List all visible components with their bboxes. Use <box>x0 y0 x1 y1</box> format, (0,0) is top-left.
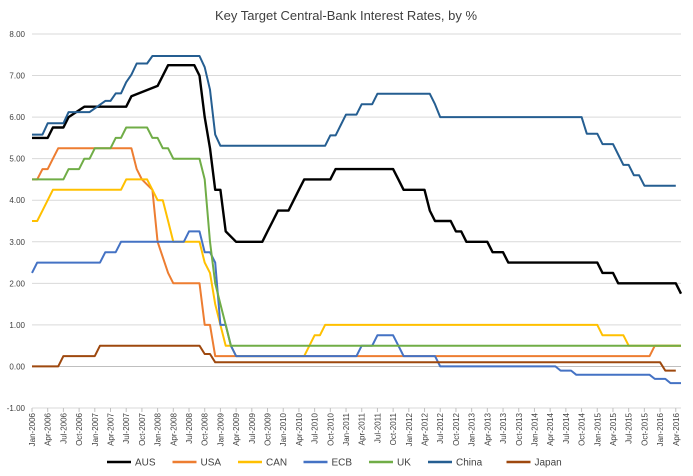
y-tick-label: -1.00 <box>7 404 26 413</box>
x-tick-label: Jul-2008 <box>185 412 194 443</box>
y-tick-label: 2.00 <box>9 279 25 288</box>
x-tick-label: Apr-2011 <box>358 412 367 445</box>
legend: AUS USA CAN ECB UK China Japan <box>107 458 562 469</box>
legend-label-uk: UK <box>397 458 411 469</box>
series-lines <box>31 55 683 385</box>
x-tick-label: Jan-2010 <box>279 412 288 446</box>
x-tick-label: Oct-2014 <box>578 412 587 445</box>
y-tick-label: 6.00 <box>9 113 25 122</box>
x-tick-label: Jul-2011 <box>373 412 382 443</box>
x-tick-label: Jan-2012 <box>405 412 414 446</box>
legend-label-can: CAN <box>266 458 287 469</box>
series-line-uk <box>32 126 681 347</box>
x-tick-label: Jan-2008 <box>154 412 163 446</box>
x-tick-label: Oct-2015 <box>640 412 649 445</box>
series-line-can <box>32 178 681 358</box>
x-tick-label: Jan-2009 <box>216 412 225 446</box>
x-tick-label: Oct-2012 <box>452 412 461 445</box>
x-tick-label: Apr-2008 <box>169 412 178 445</box>
x-tick-label: Apr-2016 <box>672 412 681 445</box>
x-tick-label: Jul-2013 <box>499 412 508 443</box>
legend-label-china: China <box>456 458 483 469</box>
series-line-ecb <box>31 230 681 385</box>
series-line-aus <box>32 64 683 295</box>
y-tick-label: 5.00 <box>9 155 25 164</box>
x-tick-label: Jul-2014 <box>562 412 571 443</box>
gridlines <box>31 33 681 412</box>
x-tick-label: Apr-2009 <box>232 412 241 445</box>
x-tick-label: Apr-2014 <box>546 412 555 445</box>
x-tick-label: Jan-2016 <box>656 412 665 446</box>
y-axis-tick-labels: -1.00 0.00 1.00 2.00 3.00 4.00 5.00 6.00 7.00 8.0… <box>7 30 26 413</box>
x-tick-label: Jul-2012 <box>436 412 445 443</box>
x-tick-label: Oct-2010 <box>326 412 335 445</box>
x-tick-label: Jul-2010 <box>311 412 320 443</box>
x-tick-label: Apr-2010 <box>295 412 304 445</box>
x-tick-label: Jan-2015 <box>593 412 602 446</box>
x-tick-label: Oct-2006 <box>75 412 84 445</box>
legend-label-aus: AUS <box>135 458 156 469</box>
x-tick-label: Oct-2011 <box>389 412 398 445</box>
x-tick-label: Jul-2015 <box>625 412 634 443</box>
chart-title: Key Target Central-Bank Interest Rates, … <box>215 8 477 23</box>
x-tick-label: Jan-2011 <box>342 412 351 445</box>
x-tick-label: Oct-2008 <box>201 412 210 445</box>
x-tick-label: Oct-2007 <box>138 412 147 445</box>
y-tick-label: 1.00 <box>9 321 25 330</box>
x-tick-label: Jul-2007 <box>122 412 131 443</box>
x-tick-label: Jan-2006 <box>28 412 37 446</box>
series-line-china <box>32 55 676 187</box>
x-tick-label: Apr-2015 <box>609 412 618 445</box>
x-tick-label: Apr-2006 <box>44 412 53 445</box>
x-tick-label: Oct-2009 <box>264 412 273 445</box>
x-axis-tick-labels: Jan-2006 Apr-2006 Jul-2006 Oct-2006 Jan-2007… <box>28 412 681 446</box>
y-tick-label: 0.00 <box>9 362 25 371</box>
y-tick-label: 4.00 <box>9 196 25 205</box>
x-tick-label: Jan-2007 <box>91 412 100 446</box>
x-tick-label: Jan-2013 <box>468 412 477 446</box>
x-tick-label: Oct-2013 <box>515 412 524 445</box>
x-tick-label: Jul-2009 <box>248 412 257 443</box>
x-tick-label: Apr-2012 <box>421 412 430 445</box>
y-tick-label: 8.00 <box>9 30 25 39</box>
legend-label-usa: USA <box>201 458 222 469</box>
y-tick-label: 7.00 <box>9 72 25 81</box>
legend-label-ecb: ECB <box>332 458 353 469</box>
series-line-japan <box>32 344 676 372</box>
legend-label-japan: Japan <box>535 458 562 469</box>
x-tick-label: Jan-2014 <box>530 412 539 446</box>
x-tick-label: Apr-2007 <box>107 412 116 445</box>
y-tick-label: 3.00 <box>9 238 25 247</box>
x-tick-label: Jul-2006 <box>59 412 68 443</box>
series-line-usa <box>32 147 681 358</box>
x-tick-label: Apr-2013 <box>483 412 492 445</box>
